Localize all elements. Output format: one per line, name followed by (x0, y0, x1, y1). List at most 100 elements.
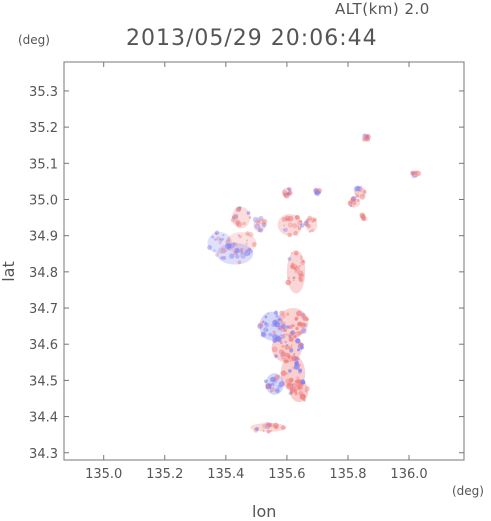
data-cluster (271, 333, 304, 363)
data-point (297, 226, 302, 231)
data-point (287, 222, 294, 228)
data-point (236, 221, 243, 228)
data-point (215, 253, 219, 257)
data-point (289, 348, 294, 353)
data-cluster (252, 215, 268, 233)
data-point (280, 425, 286, 430)
data-point (283, 328, 287, 332)
data-point (218, 241, 222, 245)
data-point (266, 329, 269, 331)
data-point (286, 217, 290, 221)
data-point (215, 233, 218, 235)
data-point (304, 386, 310, 392)
data-point (251, 242, 257, 247)
data-point (222, 238, 225, 241)
data-point (415, 175, 417, 178)
data-point (280, 341, 283, 345)
data-point (222, 256, 227, 260)
data-point (296, 310, 302, 317)
data-point (296, 357, 300, 361)
data-point (290, 252, 293, 254)
data-point (286, 344, 289, 347)
data-point (300, 255, 303, 258)
y-tick-label: 34.9 (29, 230, 58, 245)
data-cluster (353, 185, 367, 200)
data-point (298, 363, 301, 367)
data-point (288, 391, 293, 395)
data-point (287, 215, 294, 222)
data-point (354, 192, 357, 195)
data-point (271, 382, 275, 386)
data-point (297, 220, 303, 226)
data-point (287, 187, 292, 192)
data-point (235, 220, 239, 224)
y-tick-label: 35.0 (29, 193, 58, 208)
data-point (229, 253, 235, 259)
data-point (220, 256, 224, 260)
data-point (230, 218, 236, 223)
data-point (286, 187, 290, 190)
data-point (299, 265, 301, 267)
data-point (285, 372, 289, 375)
data-point (286, 192, 290, 196)
data-points (207, 133, 421, 434)
data-point (254, 223, 261, 230)
data-point (281, 351, 287, 357)
data-point (267, 312, 269, 315)
data-point (264, 379, 268, 384)
data-point (287, 382, 292, 387)
data-point (287, 276, 290, 280)
data-cluster (250, 421, 287, 434)
data-point (310, 228, 315, 233)
data-point (295, 382, 299, 387)
y-unit-label: (deg) (18, 33, 50, 47)
data-point (279, 310, 285, 316)
data-point (355, 185, 361, 192)
data-point (353, 186, 360, 192)
data-point (224, 243, 231, 249)
data-point (262, 423, 268, 429)
data-point (286, 312, 290, 316)
data-point (292, 276, 296, 280)
data-point (288, 377, 294, 383)
data-cluster (230, 206, 252, 229)
data-point (231, 215, 236, 219)
data-cluster (313, 187, 322, 197)
data-point (360, 213, 366, 219)
data-point (294, 392, 298, 396)
data-point (293, 386, 296, 388)
data-point (258, 215, 264, 221)
data-point (297, 385, 303, 391)
data-point (304, 222, 309, 227)
data-point (215, 236, 221, 241)
data-point (300, 257, 303, 260)
data-point (262, 222, 266, 226)
data-point (301, 259, 305, 263)
data-point (247, 247, 252, 252)
data-point (213, 238, 217, 241)
data-point (361, 216, 365, 220)
chart-title: 2013/05/29 20:06:44 (126, 26, 378, 51)
data-point (293, 363, 300, 370)
data-point (299, 223, 305, 228)
data-point (238, 206, 242, 209)
data-point (290, 264, 295, 269)
data-point (282, 228, 285, 231)
data-point (252, 216, 259, 223)
data-cluster (257, 310, 286, 341)
data-point (296, 379, 302, 385)
data-point (274, 339, 277, 342)
data-point (270, 376, 276, 383)
data-point (288, 336, 294, 342)
data-point (298, 368, 302, 373)
data-point (318, 191, 321, 194)
data-point (361, 188, 363, 190)
data-point (414, 171, 416, 173)
data-point (295, 316, 299, 320)
data-cluster (215, 241, 254, 265)
x-tick-label: 135.6 (268, 467, 305, 482)
y-tick-label: 35.1 (29, 157, 58, 172)
data-cluster (410, 170, 421, 179)
data-point (281, 324, 286, 329)
cluster-area (231, 206, 251, 229)
